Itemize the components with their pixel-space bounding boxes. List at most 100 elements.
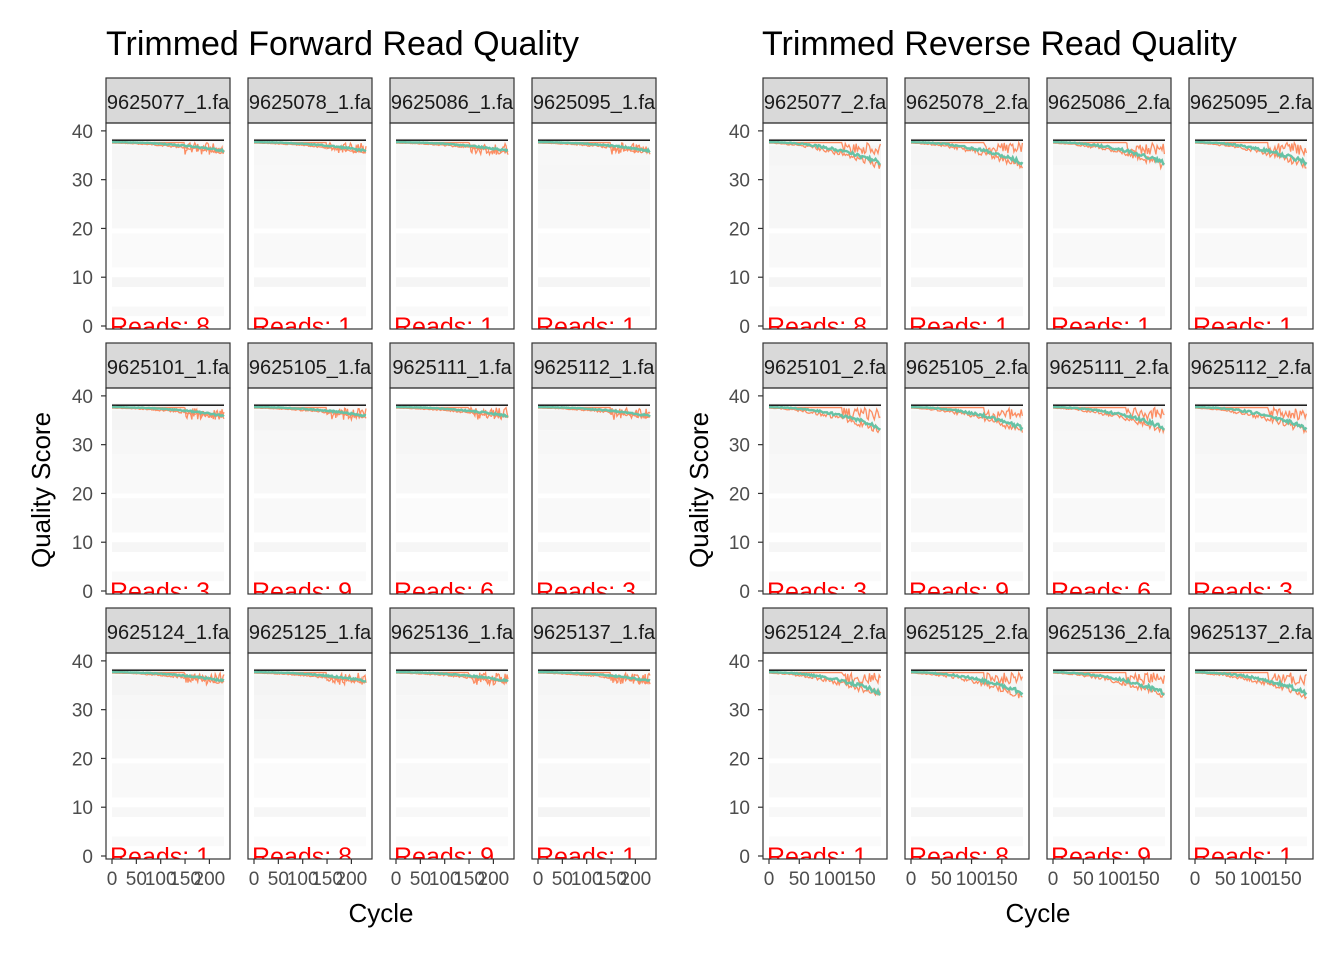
mean-quality-line xyxy=(1194,670,1308,697)
heatmap-band xyxy=(769,719,881,759)
facet-strip-label: 9625124_2.fa xyxy=(764,622,887,644)
facet-panel: 9625112_2.fa Reads: 3 xyxy=(1188,342,1314,595)
x-tick-label: 100 xyxy=(145,869,177,890)
x-tick-label: 200 xyxy=(620,869,652,890)
x-tick-label: 100 xyxy=(1098,869,1130,890)
quality-heatmap xyxy=(396,403,508,582)
facet-panel: 9625095_2.fa Reads: 1 xyxy=(1188,77,1314,341)
reads-label: Reads: 6 xyxy=(394,578,494,606)
heatmap-band xyxy=(911,807,1023,817)
heatmap-band xyxy=(911,454,1023,494)
heatmap-band xyxy=(769,807,881,817)
x-tick-label: 50 xyxy=(410,869,431,890)
heatmap-band xyxy=(911,763,1023,798)
heatmap-band xyxy=(112,719,224,759)
heatmap-band xyxy=(254,836,366,847)
facet-strip-label: 9625101_1.fa xyxy=(107,357,230,379)
reverse-chart-title: Trimmed Reverse Read Quality xyxy=(762,25,1237,63)
facet-strip-label: 9625095_2.fa xyxy=(1190,92,1313,114)
quartile-line-lower xyxy=(910,672,1023,699)
facet-strip-label: 9625105_1.fa xyxy=(249,357,372,379)
mean-quality-line xyxy=(537,670,651,683)
heatmap-band xyxy=(112,403,224,411)
x-tick-label: 50 xyxy=(552,869,573,890)
y-tick-label: 0 xyxy=(739,847,750,868)
heatmap-band xyxy=(911,542,1023,552)
heatmap-band xyxy=(1053,403,1165,411)
heatmap-band xyxy=(112,430,224,455)
reads-label: Reads: 1 xyxy=(536,313,636,341)
heatmap-band xyxy=(1195,571,1307,582)
y-tick-label: 20 xyxy=(729,219,750,240)
heatmap-band xyxy=(1053,138,1165,146)
reads-label: Reads: 1 xyxy=(767,843,867,871)
heatmap-band xyxy=(538,430,650,455)
facet-strip-label: 9625111_1.fa xyxy=(392,357,512,379)
x-tick-label: 50 xyxy=(268,869,289,890)
heatmap-band xyxy=(1195,454,1307,494)
heatmap-band xyxy=(538,836,650,847)
quality-heatmap xyxy=(1053,403,1165,582)
facet-panel: 9625105_2.fa Reads: 9 xyxy=(904,342,1030,595)
x-tick-label: 150 xyxy=(595,869,627,890)
heatmap-band xyxy=(1053,807,1165,817)
panel-frame xyxy=(105,122,231,330)
facet-strip-label: 9625086_2.fa xyxy=(1048,92,1171,114)
y-tick-label: 40 xyxy=(72,122,93,143)
facet-strip xyxy=(105,342,231,389)
heatmap-band xyxy=(538,498,650,533)
reads-label: Reads: 1 xyxy=(1193,313,1293,341)
heatmap-band xyxy=(396,695,508,720)
facet-panel: 9625101_2.fa Reads: 3 0 10 20 30 40 xyxy=(729,342,888,603)
quality-heatmap xyxy=(396,138,508,317)
heatmap-band xyxy=(538,695,650,720)
facet-strip xyxy=(1188,77,1314,124)
facet-strip xyxy=(105,77,231,124)
facet-strip xyxy=(247,342,373,389)
y-tick-label: 30 xyxy=(729,436,750,457)
heatmap-band xyxy=(254,306,366,317)
reads-label: Reads: 9 xyxy=(394,843,494,871)
y-tick-label: 40 xyxy=(72,652,93,673)
facet-strip xyxy=(389,607,515,654)
reads-label: Reads: 8 xyxy=(767,313,867,341)
heatmap-band xyxy=(1053,410,1165,431)
panel-frame xyxy=(1046,652,1172,860)
heatmap-band xyxy=(538,668,650,676)
y-tick-label: 20 xyxy=(72,484,93,505)
heatmap-band xyxy=(112,454,224,494)
heatmap-band xyxy=(1053,836,1165,847)
panel-frame xyxy=(247,652,373,860)
quality-heatmap xyxy=(1195,138,1307,317)
panel-frame xyxy=(762,652,888,860)
x-tick-label: 100 xyxy=(814,869,846,890)
reverse-chart: Trimmed Reverse Read Quality Quality Sco… xyxy=(684,25,1314,928)
heatmap-band xyxy=(396,668,508,676)
heatmap-band xyxy=(1195,233,1307,268)
heatmap-band xyxy=(112,807,224,817)
reads-label: Reads: 1 xyxy=(110,843,210,871)
heatmap-band xyxy=(769,306,881,317)
quality-heatmap xyxy=(112,138,224,317)
heatmap-band xyxy=(769,498,881,533)
heatmap-band xyxy=(396,430,508,455)
heatmap-band xyxy=(1053,430,1165,455)
heatmap-band xyxy=(112,498,224,533)
heatmap-band xyxy=(1195,403,1307,411)
forward-chart-ylabel: Quality Score xyxy=(26,412,56,568)
heatmap-band xyxy=(1195,668,1307,676)
heatmap-band xyxy=(769,165,881,190)
heatmap-band xyxy=(112,763,224,798)
reads-label: Reads: 3 xyxy=(110,578,210,606)
reads-label: Reads: 6 xyxy=(1051,578,1151,606)
facet-panel: 9625078_1.fa Reads: 1 xyxy=(247,77,373,330)
heatmap-band xyxy=(254,233,366,268)
quality-heatmap xyxy=(1053,138,1165,317)
mean-quality-line xyxy=(111,140,225,154)
